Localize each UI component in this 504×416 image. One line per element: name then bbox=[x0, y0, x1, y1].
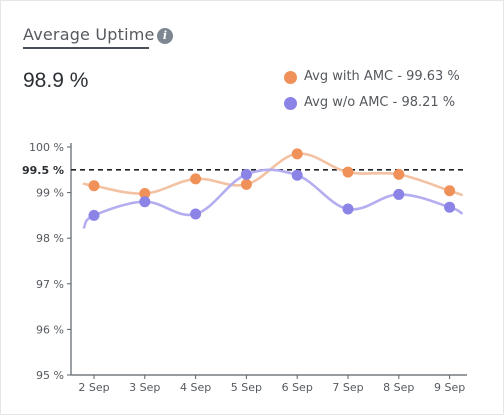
title-underline bbox=[23, 47, 149, 49]
card-title: Average Uptime bbox=[23, 25, 155, 44]
data-point-with-amc[interactable] bbox=[240, 178, 252, 190]
data-point-without-amc[interactable] bbox=[139, 196, 151, 208]
legend-marker-without-amc bbox=[284, 97, 297, 110]
data-point-with-amc[interactable] bbox=[190, 173, 202, 185]
info-icon[interactable]: i bbox=[157, 28, 173, 44]
x-tick-label: 3 Sep bbox=[129, 381, 160, 394]
x-tick-label: 9 Sep bbox=[434, 381, 465, 394]
average-uptime-value: 98.9 % bbox=[23, 69, 89, 92]
y-tick-label: 100 % bbox=[29, 141, 64, 154]
legend-marker-with-amc bbox=[284, 71, 297, 84]
data-point-without-amc[interactable] bbox=[342, 203, 354, 215]
data-point-without-amc[interactable] bbox=[190, 208, 202, 220]
data-point-without-amc[interactable] bbox=[88, 209, 100, 221]
data-point-with-amc[interactable] bbox=[342, 166, 354, 178]
x-tick-label: 2 Sep bbox=[78, 381, 109, 394]
data-point-without-amc[interactable] bbox=[240, 168, 252, 180]
data-point-with-amc[interactable] bbox=[444, 185, 456, 197]
data-point-with-amc[interactable] bbox=[139, 188, 151, 200]
legend-label-with-amc: Avg with AMC - 99.63 % bbox=[304, 69, 460, 84]
x-tick-label: 6 Sep bbox=[282, 381, 313, 394]
y-tick-label: 97 % bbox=[36, 278, 64, 291]
data-point-with-amc[interactable] bbox=[393, 168, 405, 180]
data-point-without-amc[interactable] bbox=[291, 169, 303, 181]
x-tick-label: 8 Sep bbox=[383, 381, 414, 394]
data-point-without-amc[interactable] bbox=[444, 201, 456, 213]
series-line-with-amc bbox=[82, 152, 463, 197]
x-tick-label: 4 Sep bbox=[180, 381, 211, 394]
data-point-with-amc[interactable] bbox=[88, 180, 100, 192]
data-point-with-amc[interactable] bbox=[291, 148, 303, 160]
y-tick-label: 98 % bbox=[36, 232, 64, 245]
data-point-without-amc[interactable] bbox=[393, 188, 405, 200]
threshold-label: 99.5 % bbox=[22, 164, 64, 177]
y-tick-label: 95 % bbox=[36, 369, 64, 382]
series-line-without-amc bbox=[82, 168, 463, 229]
y-tick-label: 99 % bbox=[36, 187, 64, 200]
legend-label-without-amc: Avg w/o AMC - 98.21 % bbox=[304, 95, 456, 110]
x-tick-label: 7 Sep bbox=[332, 381, 363, 394]
y-tick-label: 96 % bbox=[36, 323, 64, 336]
x-tick-label: 5 Sep bbox=[231, 381, 262, 394]
